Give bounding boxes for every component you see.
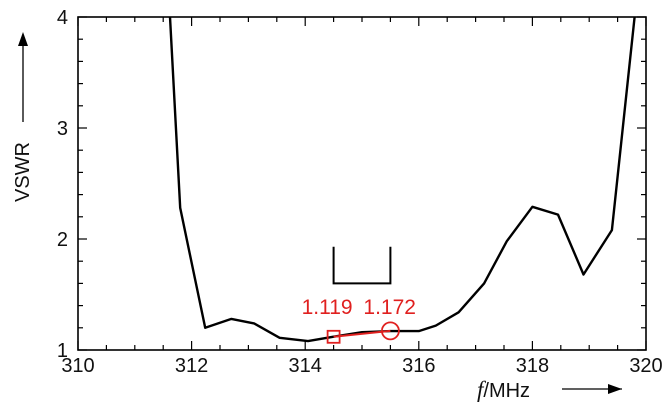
marker-circle — [380, 321, 400, 341]
series-line — [168, 16, 636, 343]
x-tick-label: 318 — [516, 355, 549, 377]
marker-square — [326, 329, 341, 344]
x-tick-label: 316 — [402, 355, 435, 377]
x-axis-label-unit: /MHz — [483, 380, 530, 402]
y-tick-label: 1 — [57, 340, 68, 362]
plot-frame — [77, 16, 647, 351]
y-tick-label: 3 — [57, 118, 68, 140]
x-tick-label: 310 — [61, 355, 94, 377]
y-axis-arrow-head — [18, 32, 28, 46]
x-tick-label: 312 — [175, 355, 208, 377]
x-tick-label: 314 — [289, 355, 322, 377]
y-axis-label: VSWR — [12, 142, 34, 202]
x-axis-label: f/MHz — [477, 377, 530, 402]
y-tick-label: 2 — [57, 229, 68, 251]
band-bracket — [332, 246, 392, 285]
x-axis-arrow-head — [608, 384, 622, 394]
y-tick-label: 4 — [57, 7, 68, 29]
x-axis-label-symbol: f — [477, 377, 487, 402]
x-tick-label: 320 — [629, 355, 662, 377]
marker-connector-line — [333, 329, 391, 338]
marker-value-label: 1.172 — [363, 296, 416, 319]
marker-value-label: 1.119 — [302, 296, 353, 319]
